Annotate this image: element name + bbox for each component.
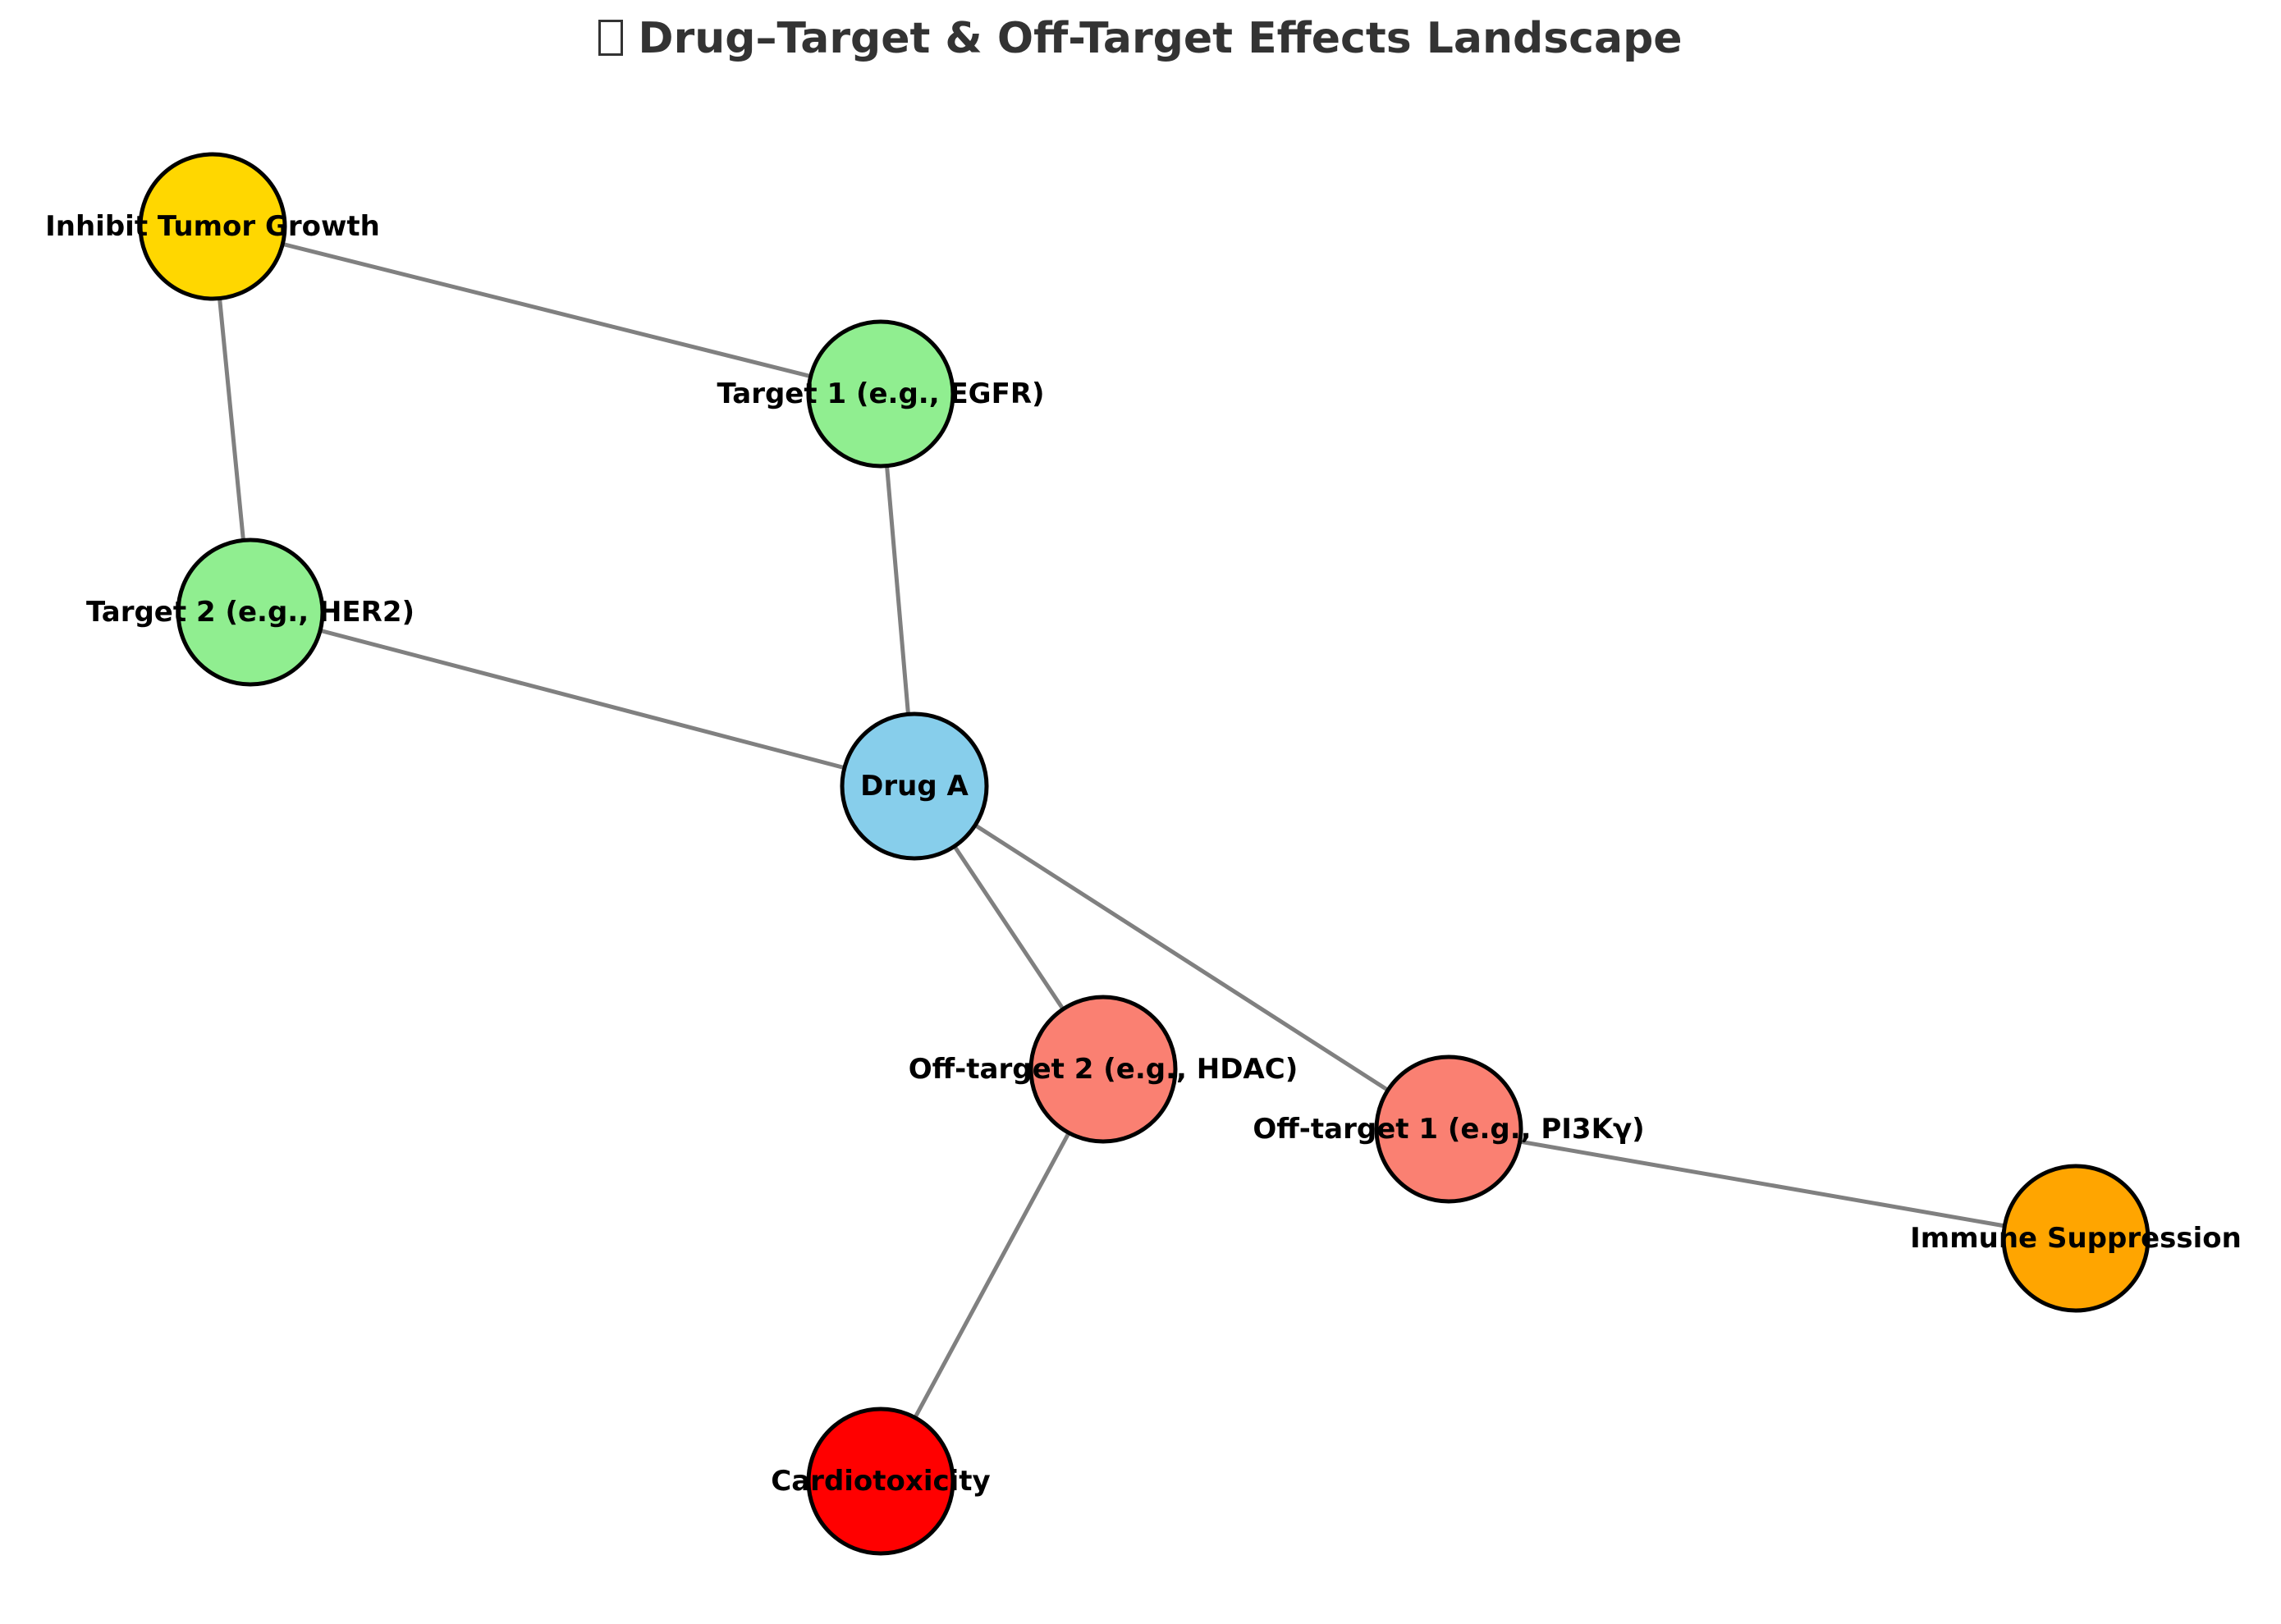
node-label-offtarget1: Off-target 1 (e.g., PI3Kγ) <box>1253 1113 1644 1146</box>
node-circle-tumor <box>138 152 287 301</box>
node-label-immune: Immune Suppression <box>1910 1222 2242 1255</box>
node-label-target1: Target 1 (e.g., EGFR) <box>717 377 1044 410</box>
edge-drug_a-target2 <box>250 610 915 789</box>
node-circle-cardio <box>806 1407 955 1556</box>
edges-layer <box>210 224 2077 1483</box>
node-circle-drug_a <box>840 711 989 861</box>
nodes-layer: Drug A Target 1 (e.g., EGFR) Target 2 (e.g… <box>45 152 2242 1556</box>
node-circle-target2 <box>176 538 325 687</box>
diagram-title-text: Drug–Target & Off-Target Effects Landsca… <box>638 14 1683 63</box>
node-label-cardio: Cardiotoxicity <box>771 1465 990 1498</box>
missing-glyph-icon <box>598 20 624 56</box>
node-cardio: Cardiotoxicity <box>771 1407 991 1556</box>
node-offtarget1: Off-target 1 (e.g., PI3Kγ) <box>1253 1054 1645 1204</box>
edge-offtarget2-cardio <box>878 1068 1106 1483</box>
node-drug_a: Drug A <box>840 711 989 861</box>
node-label-drug_a: Drug A <box>860 770 969 803</box>
node-circle-target1 <box>806 319 955 469</box>
edge-target1-tumor <box>212 224 882 396</box>
node-offtarget2: Off-target 2 (e.g., HDAC) <box>909 995 1299 1144</box>
node-circle-offtarget2 <box>1028 995 1178 1144</box>
node-target1: Target 1 (e.g., EGFR) <box>717 319 1045 469</box>
node-tumor: Inhibit Tumor Growth <box>45 152 380 301</box>
node-label-offtarget2: Off-target 2 (e.g., HDAC) <box>909 1053 1299 1086</box>
node-target2: Target 2 (e.g., HER2) <box>86 538 415 687</box>
node-label-target2: Target 2 (e.g., HER2) <box>86 596 415 629</box>
node-circle-immune <box>2001 1164 2150 1313</box>
diagram-title: Drug–Target & Off-Target Effects Landsca… <box>0 10 2281 67</box>
node-circle-offtarget1 <box>1374 1054 1523 1204</box>
node-immune: Immune Suppression <box>1910 1164 2242 1313</box>
edge-offtarget1-immune <box>1448 1127 2077 1241</box>
node-label-tumor: Inhibit Tumor Growth <box>45 210 380 243</box>
edge-drug_a-offtarget1 <box>913 784 1450 1132</box>
